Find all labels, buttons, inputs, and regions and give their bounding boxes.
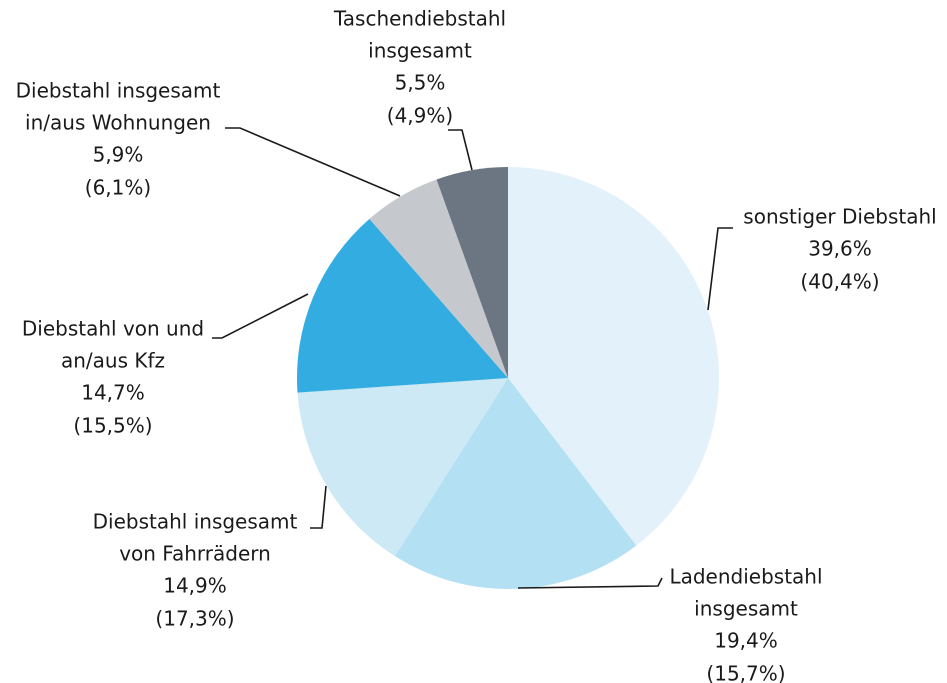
leader-line xyxy=(212,293,309,339)
slice-label: Diebstahl von und xyxy=(22,317,204,341)
prior-value-label: (4,9%) xyxy=(387,104,453,128)
slice-label: Diebstahl insgesamt xyxy=(93,510,298,534)
prior-value-label: (17,3%) xyxy=(155,607,234,631)
leader-line xyxy=(517,577,663,589)
slice-label: von Fahrrädern xyxy=(119,542,271,566)
prior-value-label: (15,5%) xyxy=(73,414,152,438)
slice-label: in/aus Wohnungen xyxy=(25,111,211,135)
pie-slice xyxy=(297,218,508,393)
pie-slice xyxy=(436,167,508,378)
slice-label: insgesamt xyxy=(368,39,472,63)
value-label: 39,6% xyxy=(808,237,872,261)
leader-line xyxy=(225,127,401,197)
pie-slice xyxy=(394,378,637,589)
slice-label: Ladendiebstahl xyxy=(669,565,822,589)
value-label: 14,7% xyxy=(81,381,145,405)
leader-line xyxy=(448,129,473,171)
pie-slice xyxy=(369,179,508,378)
leader-line xyxy=(707,227,733,311)
pie-slice xyxy=(508,167,720,546)
slice-label: sonstiger Diebstahl xyxy=(743,205,936,229)
value-label: 14,9% xyxy=(163,574,227,598)
slice-label: Diebstahl insgesamt xyxy=(16,79,221,103)
value-label: 5,5% xyxy=(395,71,446,95)
value-label: 5,9% xyxy=(93,143,144,167)
value-label: 19,4% xyxy=(714,629,778,653)
prior-value-label: (6,1%) xyxy=(85,176,151,200)
prior-value-label: (40,4%) xyxy=(800,270,879,294)
pie-slice xyxy=(297,378,508,557)
prior-value-label: (15,7%) xyxy=(706,662,785,683)
leader-line xyxy=(310,485,327,529)
slice-label: insgesamt xyxy=(694,597,798,621)
slice-label: Taschendiebstahl xyxy=(333,7,506,31)
slice-label: an/aus Kfz xyxy=(61,349,165,373)
